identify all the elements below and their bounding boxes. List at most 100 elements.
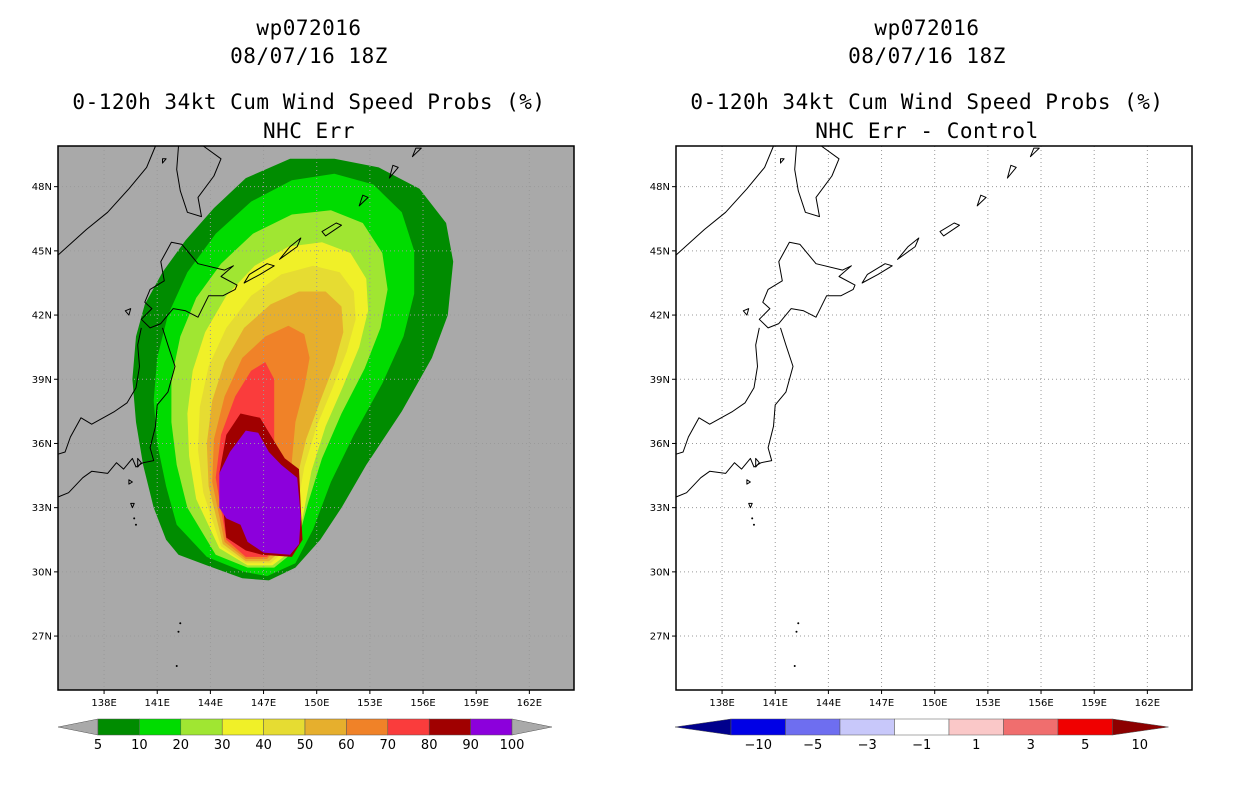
lat-tick-label: 36N bbox=[650, 439, 670, 450]
colorbar: 5 10 20 30 40 50 60 70 80 90 100 bbox=[57, 718, 553, 753]
lon-tick-label: 141E bbox=[145, 698, 170, 709]
island-dot bbox=[797, 622, 800, 625]
map-background bbox=[58, 146, 574, 690]
prob-contour-10 bbox=[153, 173, 415, 577]
colorbar-label: 40 bbox=[255, 738, 272, 753]
island bbox=[321, 222, 342, 237]
lon-tick-label: 138E bbox=[709, 698, 734, 709]
coastlines bbox=[675, 145, 1040, 668]
colorbar-label: 5 bbox=[1081, 738, 1089, 753]
coastline bbox=[57, 327, 142, 455]
colorbar-label: 60 bbox=[338, 738, 355, 753]
datetime-title: 08/07/16 18Z bbox=[848, 44, 1006, 68]
colorbar-segment bbox=[1003, 718, 1059, 736]
island bbox=[748, 502, 753, 509]
colorbar-label: 10 bbox=[131, 738, 148, 753]
colorbar-label: −5 bbox=[803, 738, 822, 753]
island bbox=[130, 502, 135, 509]
prob-contour-70 bbox=[215, 362, 287, 557]
lon-tick-label: 162E bbox=[517, 698, 542, 709]
probability-contours bbox=[132, 158, 454, 581]
lon-tick-label: 159E bbox=[463, 698, 488, 709]
island bbox=[897, 237, 920, 260]
coastline bbox=[758, 241, 856, 329]
colorbar-label: 70 bbox=[380, 738, 397, 753]
panel-subtitle: NHC Err - Control bbox=[815, 119, 1039, 143]
lat-tick-label: 27N bbox=[650, 632, 670, 643]
lon-tick-label: 153E bbox=[975, 698, 1000, 709]
map-area: 48N 45N 42N 39N 36N 33N 30N 27N 138E 141E 144E 147E… bbox=[650, 145, 1193, 709]
colorbar-label: −3 bbox=[858, 738, 877, 753]
lat-tick-label: 42N bbox=[650, 311, 670, 322]
grid-lines bbox=[58, 146, 574, 690]
colorbar-label: 100 bbox=[500, 738, 525, 753]
colorbar-segment bbox=[1057, 718, 1113, 736]
lat-tick-label: 33N bbox=[32, 503, 52, 514]
storm-id-title: wp072016 bbox=[256, 16, 362, 40]
lon-tick-label: 150E bbox=[922, 698, 947, 709]
colorbar-label: 90 bbox=[462, 738, 479, 753]
colorbar-segment bbox=[263, 718, 306, 736]
island bbox=[137, 457, 142, 468]
map-area: 48N 45N 42N 39N 36N 33N 30N 27N 138E 141E 144E 147E… bbox=[32, 145, 575, 709]
island bbox=[1029, 147, 1040, 158]
prob-contour-30 bbox=[187, 242, 369, 566]
map-frame bbox=[57, 145, 575, 691]
lat-tick-label: 27N bbox=[32, 632, 52, 643]
island bbox=[358, 194, 369, 207]
coastline bbox=[176, 145, 222, 218]
datetime-title: 08/07/16 18Z bbox=[230, 44, 388, 68]
island bbox=[162, 158, 167, 164]
lat-tick-label: 39N bbox=[32, 375, 52, 386]
colorbar-label: 80 bbox=[421, 738, 438, 753]
island bbox=[388, 164, 399, 179]
island-dot bbox=[177, 630, 180, 633]
island bbox=[746, 479, 751, 485]
left-panel: wp072016 08/07/16 18Z 0-120h 34kt Cum Wi… bbox=[32, 16, 575, 753]
lon-tick-label: 156E bbox=[1028, 698, 1053, 709]
colorbar-segment bbox=[894, 718, 950, 736]
map-frame bbox=[675, 145, 1193, 691]
lat-tick-label: 45N bbox=[650, 246, 670, 257]
colorbar-label: 10 bbox=[1131, 738, 1148, 753]
island-dot bbox=[795, 630, 798, 633]
coastline bbox=[794, 145, 840, 218]
colorbar-segment bbox=[839, 718, 895, 736]
prob-contour-20 bbox=[171, 210, 388, 568]
colorbar-segment bbox=[139, 718, 182, 736]
product-title: 0-120h 34kt Cum Wind Speed Probs (%) bbox=[72, 90, 546, 114]
colorbar-label: 3 bbox=[1027, 738, 1035, 753]
prob-contour-40 bbox=[198, 265, 356, 564]
island bbox=[1006, 164, 1017, 179]
island bbox=[780, 158, 785, 164]
island bbox=[279, 237, 302, 260]
product-title: 0-120h 34kt Cum Wind Speed Probs (%) bbox=[690, 90, 1164, 114]
island bbox=[243, 263, 275, 284]
colorbar-segment bbox=[730, 718, 786, 736]
colorbar-label: 5 bbox=[94, 738, 102, 753]
colorbar-over-triangle bbox=[1112, 718, 1169, 736]
colorbar-segment bbox=[97, 718, 140, 736]
lon-tick-label: 147E bbox=[251, 698, 276, 709]
prob-contour-80 bbox=[219, 413, 303, 557]
island-dot bbox=[134, 523, 137, 526]
island-dot bbox=[175, 665, 178, 668]
island-dot bbox=[752, 523, 755, 526]
colorbar-under-triangle bbox=[57, 718, 99, 736]
coastline bbox=[675, 327, 794, 498]
island bbox=[976, 194, 987, 207]
island bbox=[861, 263, 893, 284]
colorbar: −10 −5 −3 −1 1 3 5 10 bbox=[674, 718, 1169, 753]
coastlines bbox=[57, 145, 422, 668]
colorbar-segment bbox=[346, 718, 389, 736]
lat-tick-label: 48N bbox=[650, 182, 670, 193]
prob-contour-90 bbox=[219, 430, 301, 555]
colorbar-under-triangle bbox=[674, 718, 732, 736]
lon-tick-label: 141E bbox=[763, 698, 788, 709]
lon-tick-label: 144E bbox=[816, 698, 841, 709]
prob-contour-60 bbox=[212, 325, 310, 559]
coastline bbox=[57, 327, 176, 498]
colorbar-segment bbox=[470, 718, 513, 736]
map-background bbox=[676, 146, 1192, 690]
lon-tick-label: 162E bbox=[1135, 698, 1160, 709]
